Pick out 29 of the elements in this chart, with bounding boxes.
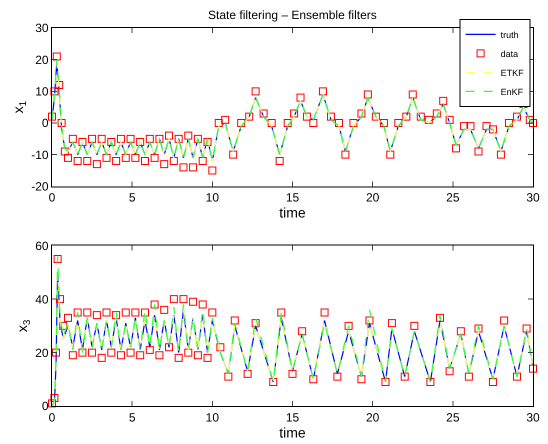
y-tick-label: 20 xyxy=(35,346,49,360)
y-tick-label: 30 xyxy=(35,21,49,36)
x-tick-label: 5 xyxy=(128,410,136,424)
x-tick-label: 30 xyxy=(526,410,540,424)
y-tick-label: 60 xyxy=(35,238,49,253)
y-tick-label: 0 xyxy=(42,399,49,414)
y-tick-label: 10 xyxy=(35,84,49,99)
y-tick-label: -10 xyxy=(31,148,49,162)
y-tick-label: -20 xyxy=(31,180,49,194)
x-tick-label: 15 xyxy=(286,190,300,205)
x-tick-label: 10 xyxy=(206,410,220,424)
chart-title: State filtering – Ensemble filters xyxy=(208,8,377,22)
x-axis-title: time xyxy=(279,204,306,221)
legend-label: data xyxy=(500,48,518,59)
x-tick-label: 5 xyxy=(128,190,136,205)
x-tick-label: 15 xyxy=(286,410,300,424)
x-tick-label: 25 xyxy=(446,190,460,205)
x-tick-label: 10 xyxy=(206,190,220,205)
x-tick-label: 20 xyxy=(366,190,380,205)
legend-label: truth xyxy=(500,30,519,40)
x-tick-label: 25 xyxy=(446,410,460,424)
legend-label: ETKF xyxy=(500,68,524,78)
y-tick-label: 0 xyxy=(42,116,49,130)
x-tick-label: 20 xyxy=(366,410,380,424)
y-tick-label: 20 xyxy=(35,52,49,67)
y-tick-label: 40 xyxy=(35,292,49,306)
x-tick-label: 30 xyxy=(526,190,540,205)
legend-label: EnKF xyxy=(500,86,524,97)
x-axis-title: time xyxy=(279,424,306,440)
